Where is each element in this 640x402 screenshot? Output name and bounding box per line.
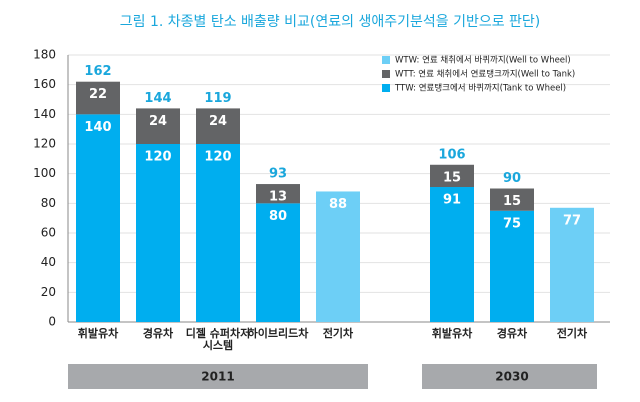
bar-segment [430,164,474,188]
total-label: 144 [144,91,171,106]
y-tick-label: 140 [33,107,56,121]
segment-label: 75 [503,216,521,231]
segment-label: 88 [329,197,347,212]
segment-label: 77 [563,213,581,228]
group-label: 2011 [201,370,234,384]
total-label: 119 [204,91,231,106]
y-tick-label: 100 [33,166,56,180]
bar-segment [76,114,120,322]
segment-label: 120 [144,150,171,165]
x-tick-label: 전기차 [556,327,588,340]
group-band [422,364,597,389]
legend-swatch [382,56,390,64]
segment-label: 24 [149,114,167,129]
y-tick-label: 120 [33,137,56,151]
legend-label: WTW: 연료 채취에서 바퀴까지(Well to Wheel) [395,55,571,66]
bar-segment [316,191,360,322]
total-label: 106 [438,147,465,162]
segment-label: 24 [209,114,227,129]
y-tick-label: 20 [41,285,56,299]
segment-label: 15 [443,170,461,185]
total-label: 93 [269,167,287,182]
legend-swatch [382,84,390,92]
segment-label: 22 [89,87,107,102]
bar-segment [136,108,180,144]
x-tick-label: 휘발유차 [431,327,473,340]
legend-swatch [382,70,390,78]
segment-label: 120 [204,150,231,165]
bar-segment [256,203,300,322]
bar-segment [490,188,534,211]
y-tick-label: 80 [41,196,56,210]
x-tick-label: 경유차 [142,327,174,340]
bar-segment [490,210,534,322]
x-tick-label: 디젤 슈퍼차저 시스템 [185,327,251,352]
bar-segment [196,108,240,144]
group-label: 2030 [495,370,528,384]
bar-segment [136,144,180,322]
legend-label: TTW: 연료탱크에서 바퀴까지(Tank to Wheel) [394,83,566,94]
bar-segment [196,144,240,322]
y-tick-label: 180 [33,48,56,62]
segment-label: 91 [443,193,461,208]
bar-segment [76,81,120,115]
segment-label: 140 [84,120,111,135]
y-tick-label: 40 [41,255,56,269]
total-label: 90 [503,171,521,186]
y-tick-label: 0 [48,315,56,329]
group-band [68,364,368,389]
y-tick-label: 160 [33,77,56,91]
segment-label: 80 [269,209,287,224]
y-tick-label: 60 [41,226,56,240]
bar-segment [256,184,300,204]
legend-label: WTT: 연료 채취에서 연료탱크까지(Well to Tank) [395,69,575,80]
x-tick-label: 휘발유차 [77,327,119,340]
bar-segment [550,207,594,322]
total-label: 162 [84,64,111,79]
chart-title: 그림 1. 차종별 탄소 배출량 비교(연료의 생애주기분석을 기반으로 판단) [120,14,541,30]
x-tick-label: 하이브리드차 [247,327,309,340]
x-tick-label: 경유차 [496,327,528,340]
segment-label: 15 [503,194,521,209]
x-tick-label: 전기차 [322,327,354,340]
bar-segment [430,187,474,322]
segment-label: 13 [269,190,287,205]
